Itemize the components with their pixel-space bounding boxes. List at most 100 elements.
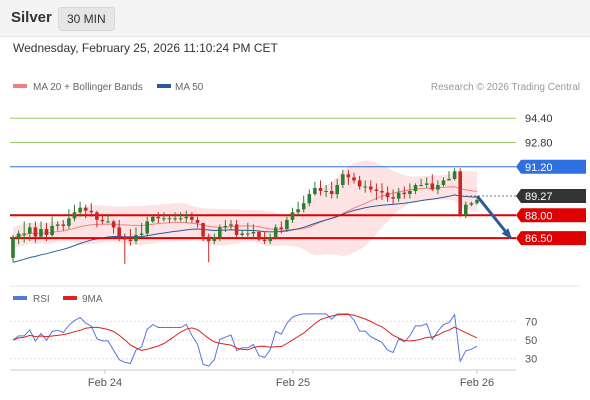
candle-body bbox=[430, 183, 435, 190]
candle-body bbox=[452, 171, 457, 179]
candle-body bbox=[28, 227, 32, 234]
candle-body bbox=[123, 236, 127, 240]
candle-body bbox=[341, 174, 345, 185]
bollinger-band-area bbox=[13, 160, 477, 256]
candle-body bbox=[111, 221, 116, 228]
key-levels bbox=[10, 117, 516, 240]
candle-body bbox=[128, 239, 133, 242]
level-label-box bbox=[516, 189, 586, 203]
candle-body bbox=[469, 203, 474, 205]
ma20-legend-swatch bbox=[13, 84, 27, 88]
candle-body bbox=[206, 236, 211, 242]
candle-body bbox=[173, 218, 177, 220]
candle-body bbox=[285, 219, 289, 229]
candle-body bbox=[436, 185, 440, 190]
ma20-line bbox=[12, 186, 478, 239]
research-credit: Research © 2026 Trading Central bbox=[431, 82, 580, 93]
candle-body bbox=[33, 227, 38, 237]
x-axis-label: Feb 26 bbox=[460, 377, 494, 389]
level-label: 92.80 bbox=[525, 138, 553, 150]
candle-body bbox=[11, 238, 15, 258]
candle-body bbox=[363, 186, 367, 188]
candle-body bbox=[16, 233, 21, 239]
candle-body bbox=[178, 218, 183, 220]
candle-body bbox=[95, 212, 99, 220]
candle-body bbox=[83, 207, 88, 211]
timeframe-button[interactable]: 30 MIN bbox=[58, 7, 115, 31]
rsi-legend-label: RSI bbox=[33, 294, 50, 305]
candle-body bbox=[396, 192, 401, 199]
candle-body bbox=[296, 209, 300, 213]
candle-body bbox=[212, 238, 217, 242]
candle-body bbox=[39, 229, 43, 237]
candlestick-series bbox=[11, 168, 479, 264]
candle-body bbox=[475, 200, 479, 204]
ma50-line bbox=[12, 194, 478, 263]
candle-body bbox=[324, 191, 328, 192]
rsi-ma-legend-swatch bbox=[63, 296, 77, 300]
candle-body bbox=[190, 216, 194, 220]
candle-body bbox=[201, 222, 205, 237]
candle-body bbox=[22, 233, 26, 235]
candle-body bbox=[385, 192, 390, 198]
candle-body bbox=[307, 194, 312, 204]
candle-body bbox=[441, 180, 446, 185]
level-label: 88.00 bbox=[525, 210, 553, 222]
candle-body bbox=[162, 218, 166, 220]
candle-body bbox=[447, 178, 451, 181]
x-axis-label: Feb 25 bbox=[276, 377, 310, 389]
rsi-ma-legend-label: 9MA bbox=[82, 294, 103, 305]
bollinger-band bbox=[13, 160, 477, 256]
candle-body bbox=[134, 235, 138, 242]
rsi-axis-label: 30 bbox=[525, 354, 537, 366]
candle-body bbox=[369, 186, 373, 190]
candle-body bbox=[357, 180, 362, 187]
candle-body bbox=[464, 204, 468, 216]
rsi-ma-path bbox=[12, 313, 478, 351]
candle-body bbox=[218, 227, 222, 238]
candle-body bbox=[391, 197, 395, 199]
level-label-box bbox=[516, 231, 586, 246]
candle-body bbox=[139, 233, 144, 235]
level-label: 94.40 bbox=[525, 113, 553, 125]
candle-body bbox=[145, 221, 149, 234]
candle-body bbox=[413, 185, 418, 192]
candle-body bbox=[229, 224, 233, 226]
candle-body bbox=[184, 216, 189, 219]
candle-body bbox=[246, 233, 250, 235]
candle-body bbox=[374, 189, 379, 191]
candle-body bbox=[78, 207, 82, 213]
x-axis-label: Feb 24 bbox=[88, 377, 122, 389]
candle-body bbox=[234, 224, 239, 235]
candle-body bbox=[61, 224, 66, 226]
instrument-title: Silver bbox=[11, 9, 52, 26]
level-labels: 94.40 92.80 91.20 89.27 88.00 86.50 bbox=[516, 113, 586, 246]
candle-body bbox=[50, 225, 54, 235]
candle-body bbox=[195, 219, 200, 223]
forecast-arrow-line bbox=[476, 195, 512, 239]
candle-body bbox=[273, 227, 278, 238]
candle-body bbox=[167, 218, 172, 220]
rsi-axis-label: 70 bbox=[525, 316, 537, 328]
candle-body bbox=[408, 191, 412, 194]
candle-body bbox=[335, 185, 339, 195]
chart-datetime: Wednesday, February 25, 2026 11:10:24 PM… bbox=[13, 41, 278, 55]
candle-body bbox=[117, 227, 121, 237]
candle-body bbox=[329, 191, 334, 194]
candle-body bbox=[100, 219, 105, 222]
ma20-path bbox=[12, 186, 478, 239]
level-label: 86.50 bbox=[525, 233, 553, 245]
candle-body bbox=[262, 239, 267, 242]
candle-body bbox=[380, 191, 384, 193]
candle-body bbox=[424, 183, 429, 185]
candle-body bbox=[290, 212, 295, 220]
candle-body bbox=[55, 224, 60, 226]
ma50-legend-swatch bbox=[157, 84, 171, 88]
x-axis: Feb 24 Feb 25 Feb 26 bbox=[88, 370, 494, 389]
candle-body bbox=[89, 210, 94, 213]
candle-body bbox=[301, 203, 306, 210]
candle-body bbox=[72, 212, 77, 219]
candle-body bbox=[156, 216, 161, 219]
candle-body bbox=[313, 188, 317, 195]
